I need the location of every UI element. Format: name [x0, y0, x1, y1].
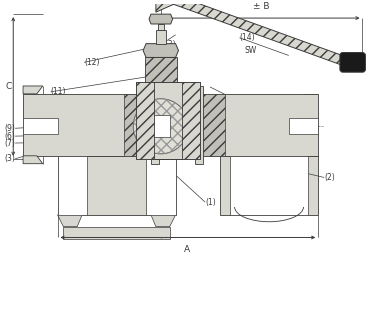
- Text: (13): (13): [161, 40, 177, 49]
- Bar: [141, 115, 153, 138]
- Text: (2): (2): [324, 173, 335, 182]
- Text: SW: SW: [245, 46, 257, 55]
- Text: (8): (8): [257, 122, 268, 131]
- Text: A: A: [184, 245, 191, 254]
- Bar: [230, 156, 308, 215]
- Polygon shape: [143, 44, 178, 57]
- Bar: [220, 156, 318, 215]
- Bar: [289, 118, 318, 134]
- Bar: [183, 115, 195, 138]
- Text: (9): (9): [4, 124, 15, 133]
- Polygon shape: [57, 215, 82, 226]
- Bar: [64, 226, 170, 239]
- Text: (4): (4): [240, 97, 250, 106]
- Polygon shape: [23, 86, 43, 94]
- Bar: [195, 94, 318, 156]
- Text: (12): (12): [84, 58, 99, 67]
- Bar: [23, 94, 159, 156]
- Bar: [183, 82, 200, 159]
- Text: (7): (7): [4, 138, 15, 147]
- Bar: [136, 82, 154, 159]
- Bar: [195, 86, 203, 164]
- Polygon shape: [149, 14, 173, 24]
- Text: D: D: [307, 120, 313, 129]
- Text: ± B: ± B: [253, 2, 270, 11]
- Polygon shape: [156, 0, 358, 67]
- Text: C: C: [5, 82, 11, 91]
- Text: (14): (14): [240, 33, 255, 42]
- Bar: [158, 24, 164, 30]
- Polygon shape: [151, 215, 175, 226]
- Text: (11): (11): [51, 87, 66, 96]
- Circle shape: [133, 99, 188, 154]
- Bar: [136, 82, 200, 159]
- Text: (1): (1): [205, 197, 216, 206]
- Polygon shape: [23, 156, 43, 164]
- Bar: [57, 156, 175, 215]
- Text: (5): (5): [252, 114, 263, 123]
- Text: (6): (6): [4, 132, 15, 141]
- Bar: [152, 116, 170, 137]
- Bar: [146, 156, 175, 215]
- Bar: [151, 86, 159, 164]
- Bar: [57, 156, 87, 215]
- Bar: [124, 94, 159, 156]
- Bar: [145, 57, 177, 82]
- Text: (10): (10): [247, 105, 263, 114]
- FancyBboxPatch shape: [340, 53, 366, 72]
- Bar: [23, 118, 57, 134]
- Bar: [195, 94, 225, 156]
- Bar: [156, 30, 166, 44]
- Text: (3): (3): [4, 154, 15, 163]
